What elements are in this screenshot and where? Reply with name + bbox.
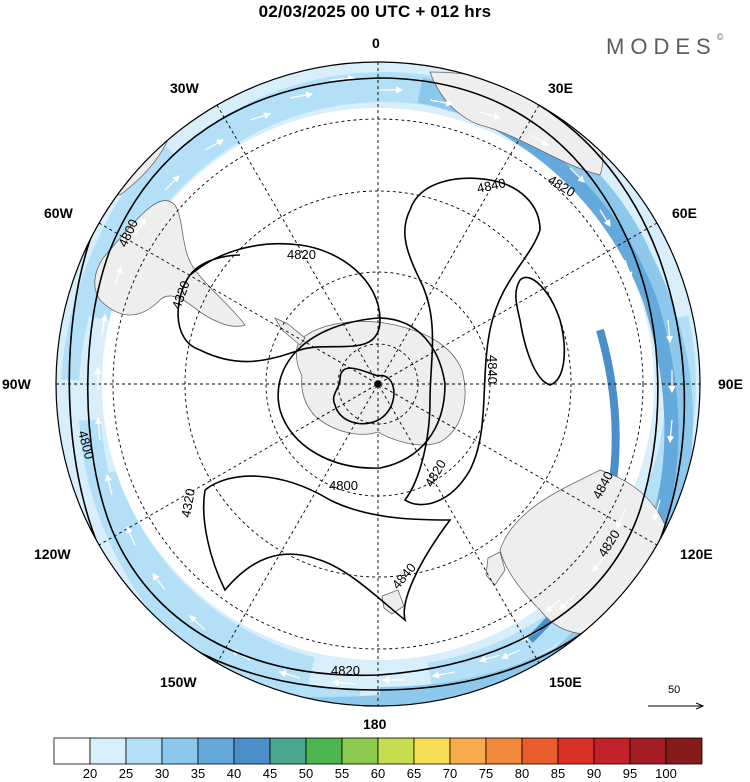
meridian-label-120w: 120W <box>34 546 71 562</box>
colorbar-tick-label: 60 <box>370 766 386 781</box>
reference-vector-label: 50 <box>668 684 681 696</box>
contour-label: 4800 <box>75 429 97 461</box>
brand-text: MODES <box>606 34 717 59</box>
colorbar-tick-label: 20 <box>82 766 98 781</box>
colorbar-tick-label: 35 <box>190 766 206 781</box>
meridian-label-180: 180 <box>363 716 387 732</box>
colorbar-tick-label: 85 <box>550 766 566 781</box>
meridian-label-30w: 30W <box>170 80 199 96</box>
antarctic-peninsula <box>274 317 306 346</box>
wind-vectors <box>94 74 676 687</box>
meridian-label-60e: 60E <box>672 205 697 221</box>
south-america <box>94 200 246 327</box>
contour-label: 4820 <box>287 247 316 262</box>
contour-label: 4320 <box>178 487 198 518</box>
colorbar-tick-label: 70 <box>442 766 458 781</box>
meridian-label-0: 0 <box>372 35 380 51</box>
colorbar-tick-label: 50 <box>298 766 314 781</box>
colorbar-tick-label: 45 <box>262 766 278 781</box>
colorbar-tick-label: 40 <box>226 766 242 781</box>
meridian-label-60w: 60W <box>44 205 73 221</box>
meridian-label-120e: 120E <box>680 546 713 562</box>
south-pole-marker <box>374 380 382 388</box>
reference-vector-arrow <box>648 684 707 714</box>
colorbar-tick-label: 75 <box>478 766 494 781</box>
new-zealand <box>485 551 506 586</box>
colorbar-tick-label: 100 <box>655 766 677 781</box>
meridians <box>56 62 700 706</box>
contour-label: 4820 <box>422 457 449 490</box>
colorbar-tick-label: 55 <box>334 766 350 781</box>
meridian-label-90w: 90W <box>2 376 31 392</box>
contour-label: 4840 <box>485 355 500 384</box>
colorbar-tick-label: 30 <box>154 766 170 781</box>
colorbar-tick-label: 25 <box>118 766 134 781</box>
tasmania <box>381 589 405 615</box>
brand-logo: MODES© <box>606 31 724 60</box>
map-title: 02/03/2025 00 UTC + 012 hrs <box>258 2 492 21</box>
colorbar-tick-label: 90 <box>586 766 602 781</box>
contour-label: 4800 <box>329 478 358 493</box>
meridian-label-90e: 90E <box>718 376 743 392</box>
meridian-label-150w: 150W <box>160 674 197 690</box>
map-boundary <box>55 61 701 707</box>
copyright-mark: © <box>716 31 724 42</box>
colorbar-tick-label: 80 <box>514 766 530 781</box>
colorbar-tick-label: 65 <box>406 766 422 781</box>
colorbar-tick-label: 95 <box>622 766 638 781</box>
contour-label: 4820 <box>331 663 360 678</box>
meridian-label-30e: 30E <box>548 80 573 96</box>
contour-label: 4840 <box>476 175 507 196</box>
meridian-label-150e: 150E <box>549 674 582 690</box>
